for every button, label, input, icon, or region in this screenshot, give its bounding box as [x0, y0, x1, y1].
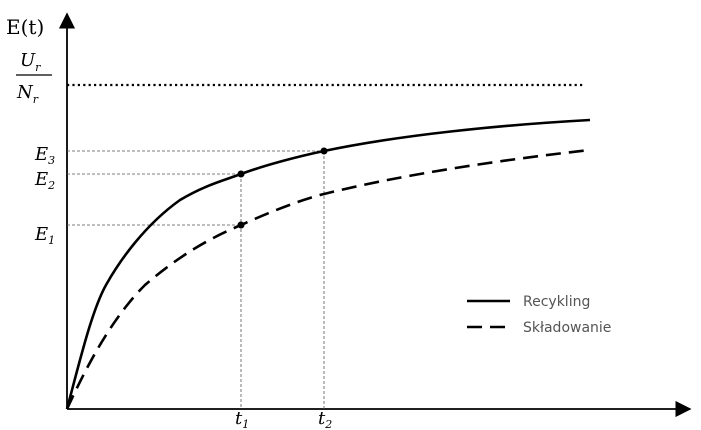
- x-tick-t2: t2: [318, 408, 332, 430]
- legend-label-skladowanie: Składowanie: [523, 320, 611, 336]
- legend: Recykling Składowanie: [467, 294, 611, 336]
- x-tick-t1: t1: [235, 408, 249, 430]
- asymptote-denominator: N: [16, 82, 34, 103]
- reference-lines: [67, 150, 325, 409]
- point-t1-e1: [237, 221, 245, 229]
- asymptote-denominator-sub: r: [33, 93, 39, 106]
- series-line-recykling: [65, 118, 591, 410]
- y-axis-label: E(t): [6, 15, 44, 39]
- svg-text:Ur: Ur: [20, 50, 41, 74]
- legend-label-recykling: Recykling: [523, 294, 590, 310]
- point-t2-e3: [320, 147, 328, 155]
- y-tick-e2: E2: [34, 169, 55, 192]
- svg-text:Nr: Nr: [16, 82, 39, 106]
- y-tick-e3: E3: [34, 144, 55, 167]
- asymptote-numerator: U: [20, 50, 36, 71]
- series-line-skladowanie: [65, 148, 591, 410]
- asymptote-label: Ur Nr: [16, 50, 52, 106]
- point-t1-e2: [237, 170, 245, 178]
- y-tick-e1: E1: [34, 224, 55, 247]
- asymptote-numerator-sub: r: [35, 61, 41, 74]
